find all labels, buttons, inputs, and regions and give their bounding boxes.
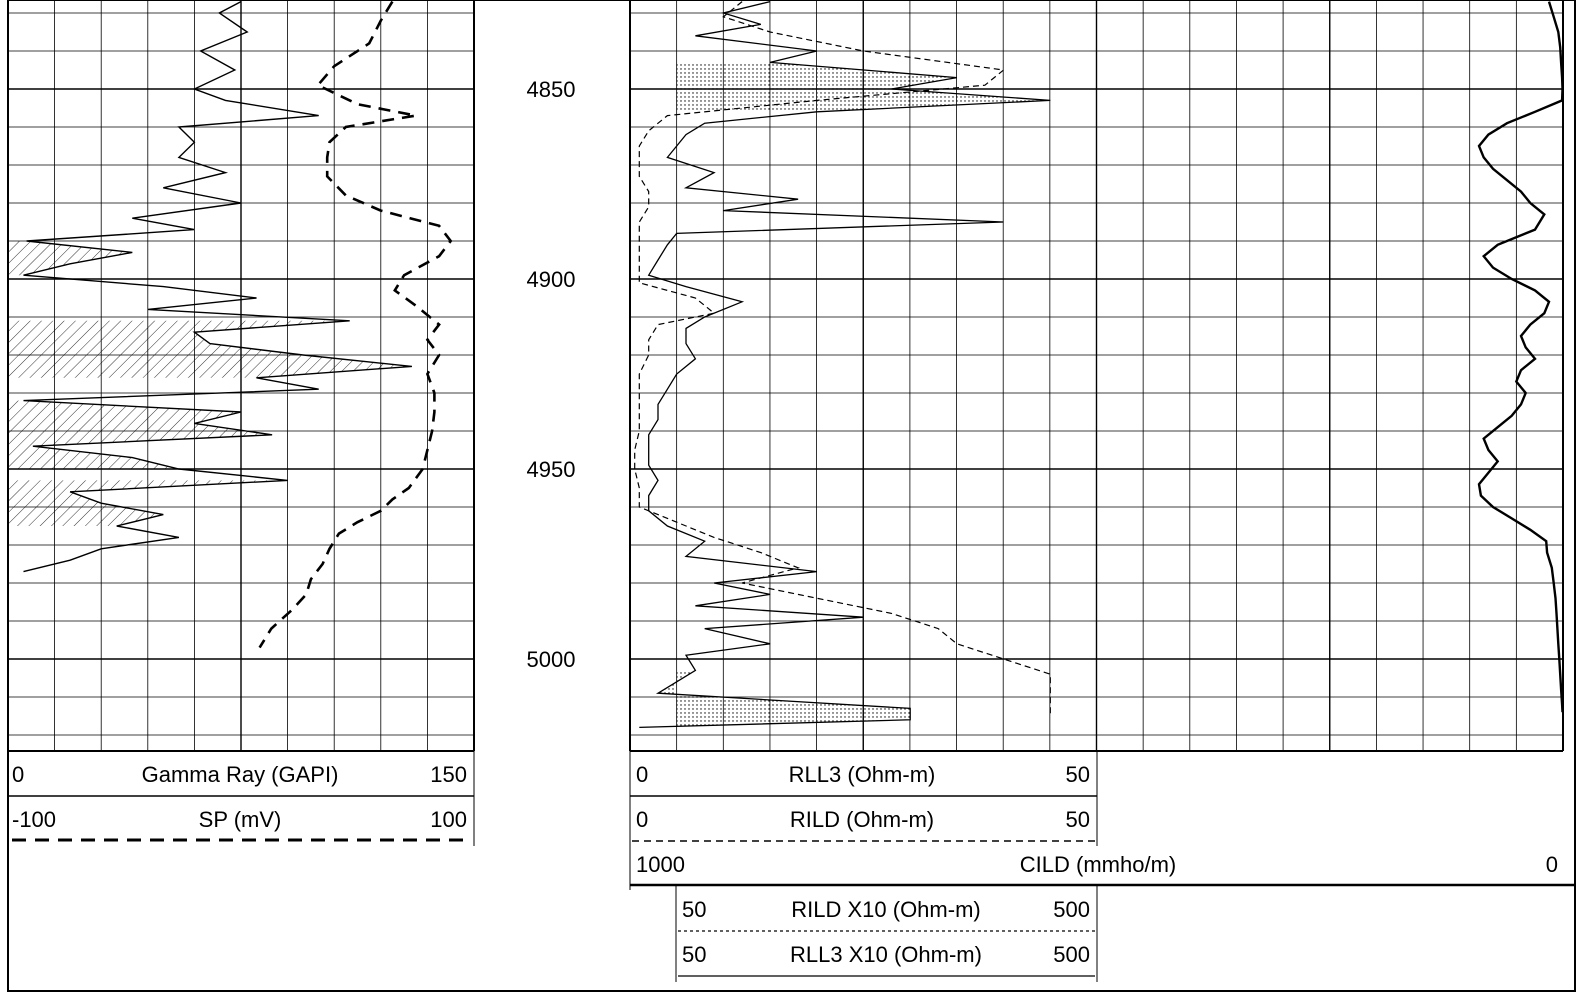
sp-scale-left: -100 [12,807,56,832]
depth-tick-label: 4950 [527,457,576,482]
plot-frame [7,0,1576,992]
gr-hatch-shading [8,320,412,378]
cild-title: CILD (mmho/m) [1020,852,1176,877]
rll3-x10-scale-left: 50 [682,942,706,967]
sp-title: SP (mV) [199,807,282,832]
gr-title: Gamma Ray (GAPI) [142,762,339,787]
cild-scale-left: 1000 [636,852,685,877]
rild-x10-scale-left: 50 [682,897,706,922]
resistivity-dot-shading [639,670,911,728]
rild-curve [634,1,1051,716]
gr-hatch-shading [8,400,273,469]
curves-layer [8,0,1563,729]
track-1-grid [7,0,475,751]
resistivity-dot-shading [675,62,1051,112]
cild-curve [1477,1,1563,713]
rll3-x10-title: RLL3 X10 (Ohm-m) [790,942,982,967]
rll3-scale-left: 0 [636,762,648,787]
depth-tick-label: 4850 [527,77,576,102]
depth-axis: 4850 4900 4950 5000 [527,77,576,672]
rild-x10-scale-right: 500 [1053,897,1090,922]
gr-hatch-shading [8,480,288,526]
track-2-header: 0 RLL3 (Ohm-m) 50 0 RILD (Ohm-m) 50 1000… [629,750,1575,982]
depth-tick-label: 4900 [527,267,576,292]
rild-scale-left: 0 [636,807,648,832]
rll3-x10-scale-right: 500 [1053,942,1090,967]
rild-scale-right: 50 [1066,807,1090,832]
gamma-ray-curve [23,0,412,573]
rll3-curve [639,0,1051,729]
rll3-title: RLL3 (Ohm-m) [789,762,936,787]
track-1-header: 0 Gamma Ray (GAPI) 150 -100 SP (mV) 100 [8,750,475,846]
cild-scale-right: 0 [1546,852,1558,877]
sp-scale-right: 100 [430,807,467,832]
gr-scale-right: 150 [430,762,467,787]
gr-scale-left: 0 [12,762,24,787]
track-2-grid [629,0,1564,751]
rild-x10-title: RILD X10 (Ohm-m) [791,897,980,922]
depth-tick-label: 5000 [527,647,576,672]
rll3-scale-right: 50 [1066,762,1090,787]
rild-title: RILD (Ohm-m) [790,807,934,832]
